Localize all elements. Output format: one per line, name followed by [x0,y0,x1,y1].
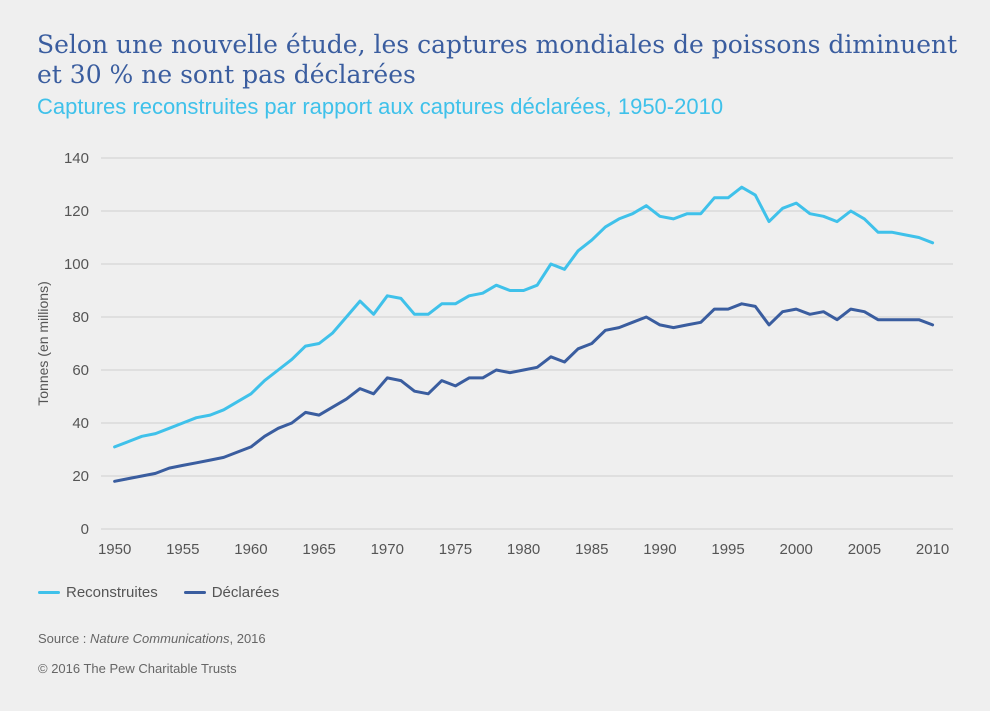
x-tick-label-1995: 1995 [711,541,744,558]
legend-swatch-reported [183,591,206,594]
x-tick-label-1975: 1975 [439,541,472,558]
series-line-reported [113,302,935,483]
legend: Reconstruites Déclarées [38,584,305,601]
source-suffix: , 2016 [229,631,266,646]
series-line-reconstructed [113,185,935,449]
line-chart: 0 20 40 60 80 100 120 140 1950 1955 1960 1965 1970 19… [35,150,953,558]
y-tick-label-120: 120 [64,203,89,220]
source-note: Source : Nature Communications, 2016 [38,631,266,646]
x-tick-label-1955: 1955 [166,541,199,558]
legend-swatch-reconstructed [38,591,60,594]
legend-item-reported: Déclarées [183,584,280,601]
source-name: Nature Communications [90,631,230,646]
chart-subtitle: Captures reconstruites par rapport aux c… [37,94,724,119]
legend-label-reported: Déclarées [211,584,280,601]
y-tick-label-140: 140 [64,150,89,167]
x-tick-label-1980: 1980 [507,541,540,558]
y-tick-label-40: 40 [72,415,89,432]
source-prefix: Source : [38,631,91,646]
y-tick-label-60: 60 [72,362,89,379]
x-tick-label-1985: 1985 [575,541,608,558]
chart-title: Selon une nouvelle étude, les captures m… [37,30,958,89]
x-tick-label-1965: 1965 [302,541,335,558]
x-tick-label-1990: 1990 [643,541,676,558]
legend-item-reconstructed: Reconstruites [38,584,158,601]
x-tick-label-1950: 1950 [98,541,131,558]
x-tick-label-2000: 2000 [780,541,813,558]
x-tick-label-2010: 2010 [916,541,949,558]
copyright: © 2016 The Pew Charitable Trusts [38,661,237,676]
legend-label-reconstructed: Reconstruites [66,584,158,601]
y-axis-label: Tonnes (en millions) [35,281,51,406]
y-tick-label-100: 100 [64,256,89,273]
x-tick-label-1970: 1970 [371,541,404,558]
y-tick-label-80: 80 [72,309,89,326]
x-tick-label-2005: 2005 [848,541,881,558]
x-tick-label-1960: 1960 [234,541,267,558]
y-tick-label-20: 20 [72,468,89,485]
y-tick-label-0: 0 [81,521,89,538]
